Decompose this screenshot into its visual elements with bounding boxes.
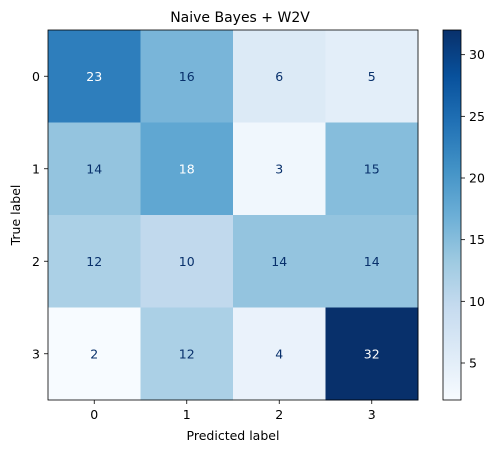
cell-value-label-r2-c2: 14 bbox=[271, 254, 287, 269]
x-tick-label-1: 1 bbox=[183, 407, 191, 422]
colorbar-tick-label-5: 30 bbox=[469, 47, 485, 62]
x-axis-label: Predicted label bbox=[187, 428, 280, 443]
cell-value-label-r3-c3: 32 bbox=[364, 346, 380, 361]
heatmap-cell-r2-c2 bbox=[233, 215, 326, 308]
heatmap-cell-r3-c3 bbox=[325, 307, 419, 401]
y-axis-label: True label bbox=[8, 185, 23, 247]
cell-value-label-r2-c0: 12 bbox=[86, 254, 102, 269]
cell-value-label-r3-c0: 2 bbox=[90, 346, 98, 361]
heatmap-cell-r1-c0 bbox=[48, 122, 141, 216]
heatmap-cell-r1-c3 bbox=[325, 122, 419, 216]
cell-value-label-r1-c3: 15 bbox=[364, 161, 380, 176]
y-tick-label-3: 3 bbox=[32, 346, 40, 361]
cell-value-label-r1-c2: 3 bbox=[275, 161, 283, 176]
cell-value-label-r2-c3: 14 bbox=[364, 254, 380, 269]
cell-value-label-r0-c1: 16 bbox=[179, 69, 195, 84]
cell-value-label-r3-c2: 4 bbox=[275, 346, 283, 361]
heatmap-cell-r2-c1 bbox=[140, 215, 234, 308]
y-tick-label-1: 1 bbox=[32, 161, 40, 176]
cell-value-label-r3-c1: 12 bbox=[179, 346, 195, 361]
heatmap-cell-r0-c0 bbox=[48, 30, 141, 123]
colorbar-tick-label-1: 10 bbox=[469, 294, 485, 309]
y-tick-label-2: 2 bbox=[32, 254, 40, 269]
x-tick-label-3: 3 bbox=[368, 407, 376, 422]
cell-value-label-r0-c3: 5 bbox=[368, 69, 376, 84]
x-tick-label-2: 2 bbox=[275, 407, 283, 422]
colorbar-tick-label-2: 15 bbox=[469, 232, 485, 247]
heatmap-cell-r2-c3 bbox=[325, 215, 419, 308]
heatmap-cell-r2-c0 bbox=[48, 215, 141, 308]
cell-value-label-r1-c0: 14 bbox=[86, 161, 102, 176]
cell-value-label-r1-c1: 18 bbox=[179, 161, 195, 176]
heatmap-cell-r3-c0 bbox=[48, 307, 141, 401]
chart-title: Naive Bayes + W2V bbox=[170, 10, 310, 26]
heatmap-cell-labels: 23 16 6 5 14 18 3 15 12 10 14 14 2 12 4 32 bbox=[86, 69, 379, 362]
heatmap-cell-r1-c1 bbox=[140, 122, 234, 216]
colorbar-tick-label-4: 25 bbox=[469, 109, 485, 124]
heatmap-cell-r0-c3 bbox=[325, 30, 419, 123]
heatmap-cell-r0-c1 bbox=[140, 30, 234, 123]
y-tick-label-0: 0 bbox=[32, 69, 40, 84]
x-tick-label-0: 0 bbox=[90, 407, 98, 422]
heatmap-cell-r3-c1 bbox=[140, 307, 234, 401]
x-axis-ticks: 0 1 2 3 bbox=[90, 400, 376, 422]
colorbar-ticks: 5 10 15 20 25 30 bbox=[461, 47, 485, 371]
y-axis-ticks: 0 1 2 3 bbox=[32, 69, 48, 361]
colorbar-tick-label-3: 20 bbox=[469, 171, 485, 186]
plot-frame bbox=[47, 29, 419, 401]
heatmap-cell-r3-c2 bbox=[233, 307, 326, 401]
heatmap-cell-r0-c2 bbox=[233, 30, 326, 123]
colorbar bbox=[442, 29, 462, 401]
cell-value-label-r0-c0: 23 bbox=[86, 69, 102, 84]
heatmap-cells bbox=[48, 30, 419, 401]
heatmap-cell-r1-c2 bbox=[233, 122, 326, 216]
cell-value-label-r0-c2: 6 bbox=[275, 69, 283, 84]
colorbar-tick-label-0: 5 bbox=[469, 356, 477, 371]
cell-value-label-r2-c1: 10 bbox=[179, 254, 195, 269]
